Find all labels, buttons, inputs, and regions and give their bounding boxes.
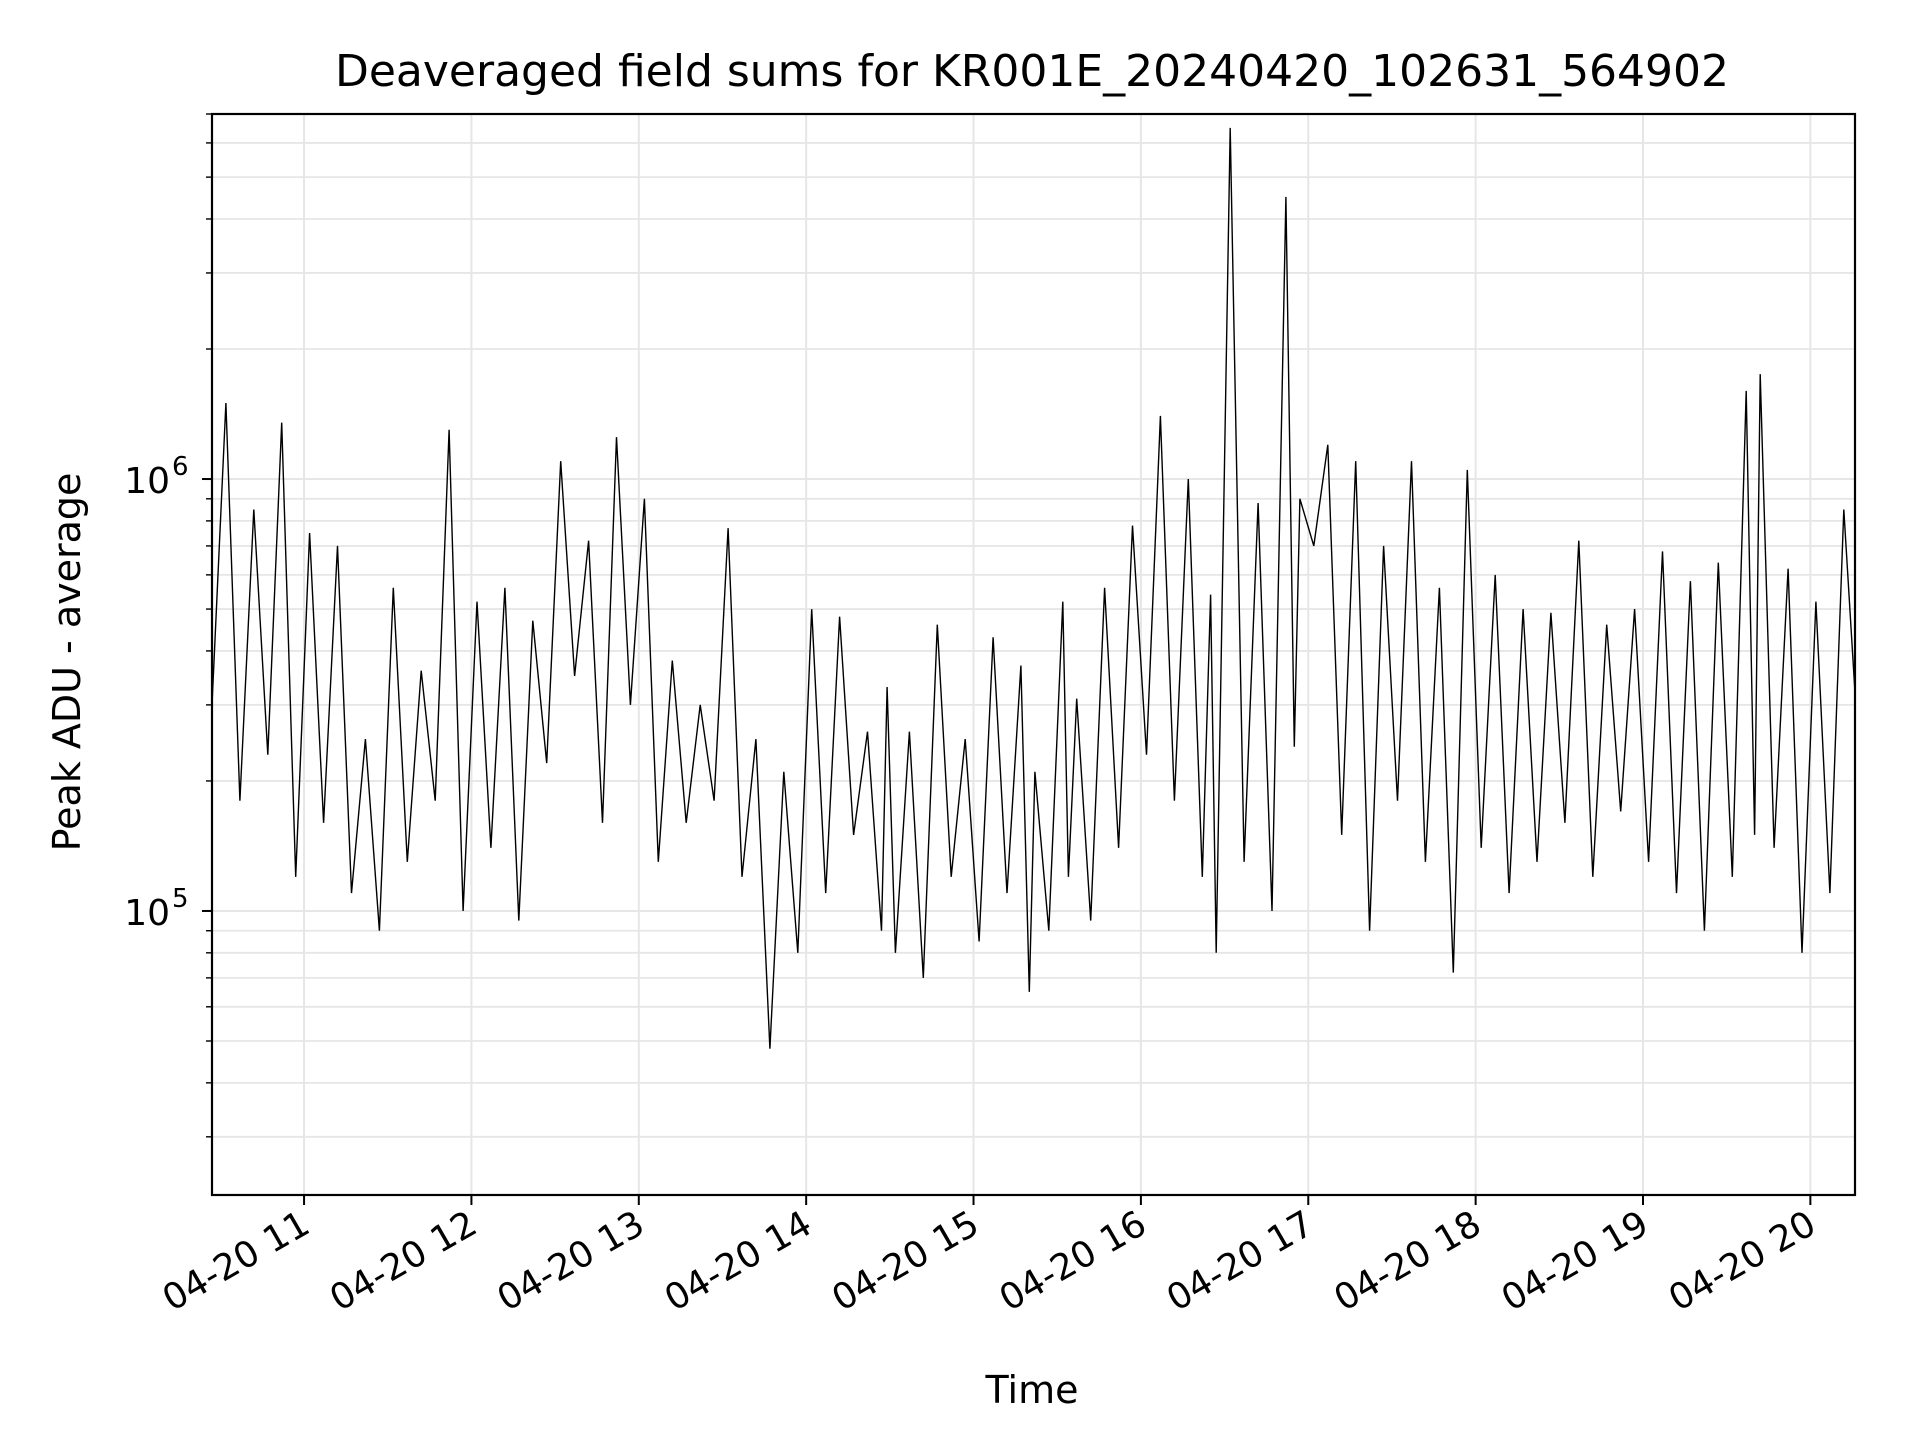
y-axis-label: Peak ADU - average: [45, 473, 89, 852]
y-tick-label: 10: [124, 893, 170, 934]
series-layer: [211, 127, 1856, 1049]
y-tick-exponent: 5: [172, 884, 189, 914]
x-axis-label: Time: [985, 1368, 1079, 1412]
y-tick-label: 10: [124, 461, 170, 502]
y-tick-exponent: 6: [172, 452, 189, 482]
plot-frame: [210, 112, 1857, 1197]
series-line: [211, 127, 1856, 1049]
chart-title: Deaveraged field sums for KR001E_2024042…: [335, 46, 1729, 97]
grid: [212, 113, 1855, 1195]
